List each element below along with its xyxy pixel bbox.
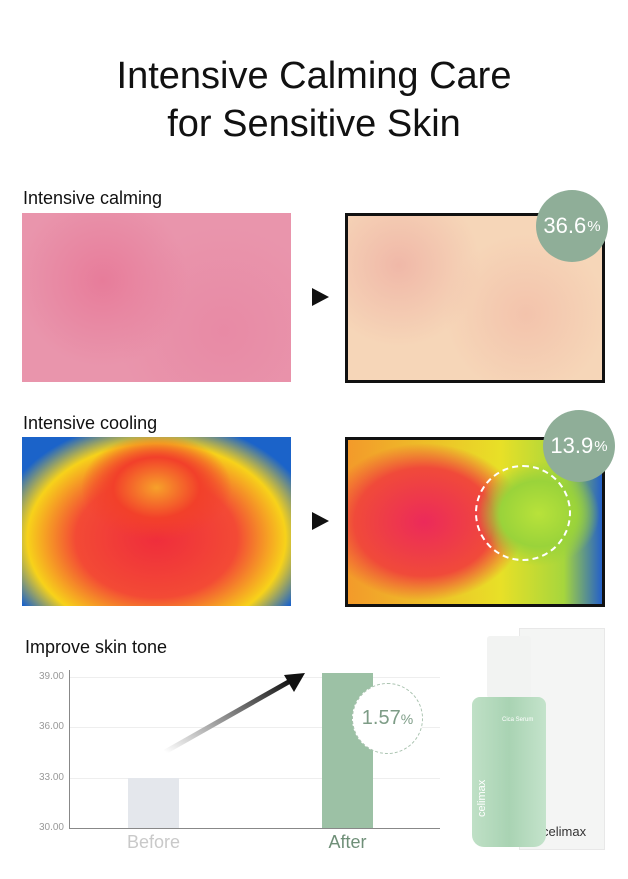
y-tick-label: 39.00 <box>38 670 64 682</box>
annotation-unit: % <box>400 710 414 727</box>
section-label-skin-tone: Improve skin tone <box>25 637 168 657</box>
highlight-circle <box>475 465 571 561</box>
section-label-calming: Intensive calming <box>23 188 163 208</box>
trend-arrow-icon <box>163 673 305 755</box>
y-tick-label: 30.00 <box>38 822 64 833</box>
cooling-percent-badge: 13.9% <box>543 410 615 482</box>
title-line: Intensive Calming Care <box>116 55 512 97</box>
y-axis <box>69 670 70 828</box>
arrow-right-icon <box>312 288 329 306</box>
x-tick-label: Before <box>126 832 181 852</box>
skin-tone-chart: 1.57% 30.00 33.00 36.00 39.00 Before After <box>38 670 440 852</box>
arrow-right-icon <box>312 512 329 530</box>
bottle-name: Cica Serum <box>502 717 534 723</box>
gridline <box>70 777 440 779</box>
section-label-cooling: Intensive cooling <box>23 413 158 433</box>
skin-before-photo <box>22 213 291 382</box>
improvement-badge: 1.57% <box>352 683 423 754</box>
badge-value: 36.6 <box>543 213 587 238</box>
title-line: for Sensitive Skin <box>167 103 461 145</box>
thermal-before-photo <box>22 437 291 606</box>
bar-before <box>128 777 179 828</box>
annotation-value: 1.57 <box>361 707 401 729</box>
x-tick-label: After <box>328 832 367 852</box>
badge-unit: % <box>594 437 608 455</box>
page-title: Intensive Calming Care for Sensitive Ski… <box>0 52 628 148</box>
calming-percent-badge: 36.6% <box>536 190 608 262</box>
serum-bottle: celimax Cica Serum <box>472 697 546 847</box>
badge-value: 13.9 <box>550 433 594 458</box>
x-axis <box>69 828 440 829</box>
y-tick-label: 36.00 <box>38 721 64 732</box>
thermal-after-photo <box>345 437 605 607</box>
gridline <box>70 727 440 728</box>
box-brand: celimax <box>542 824 587 839</box>
y-tick-label: 33.00 <box>38 771 64 783</box>
bottle-cap <box>487 636 531 698</box>
bottle-brand: celimax <box>476 779 488 817</box>
gridline <box>70 676 440 678</box>
badge-unit: % <box>587 217 601 235</box>
